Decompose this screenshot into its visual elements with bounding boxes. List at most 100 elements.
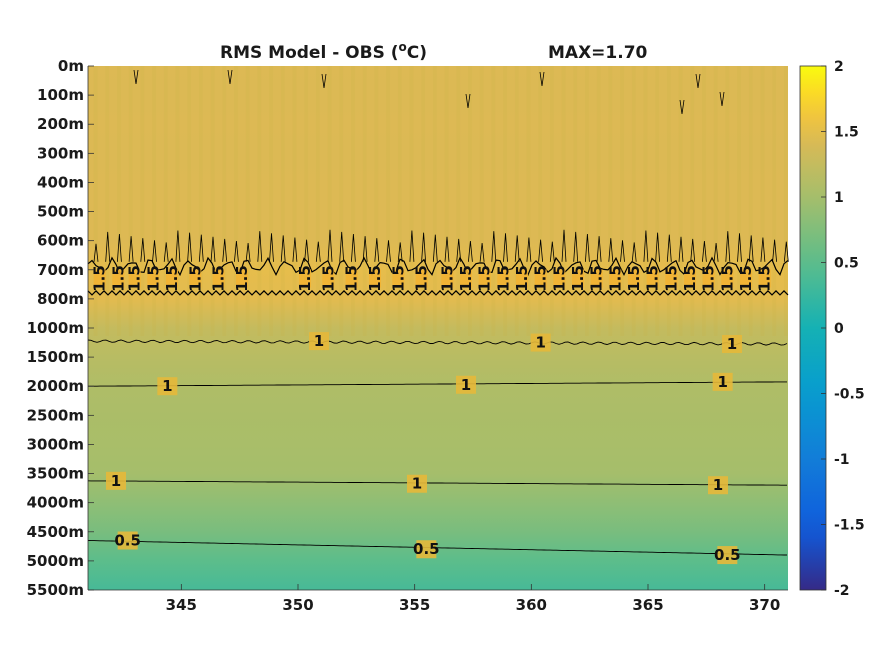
contour-label-bg [684,269,696,288]
y-axis: 0m 100m 200m 300m 400m 500m 600m 700m 800m 1000m 1… [27,57,94,599]
contour-label-bg [166,269,178,288]
contour-label: 1.5 [569,265,587,292]
y-tick-label: 800m [37,290,84,308]
x-tick-label: 365 [632,596,663,614]
contour-line-1 [88,381,787,387]
contour-line-1p5 [643,230,649,262]
contour-line-1p5 [655,232,660,262]
contour-label-bg [106,471,126,490]
contour-line-1p5 [257,231,263,262]
contour-label: 1.5 [389,265,407,292]
contour-label: 1.5 [513,265,531,292]
contour-line-1p5 [351,233,356,262]
x-tick-label: 370 [749,596,780,614]
contour-label-bg [590,269,603,288]
contour-label-bg [497,269,510,288]
y-tick-label: 400m [37,173,84,191]
contour-label: 1.5 [233,265,251,292]
colorbar-tick-label: 2 [834,59,844,75]
contour-line-1p5 [561,229,567,262]
y-tick-label: 3000m [27,435,84,453]
contour-label: 1.5 [756,265,774,292]
contour-line-1p5 [514,235,520,262]
contour-label-bg [721,269,734,288]
contour-line-1p5 [152,240,157,262]
chart-title-unit: C) [407,43,427,63]
contour-label-bg [628,269,640,288]
chart-title-main: RMS Model - OBS ( [220,43,399,63]
colorbar-tick-label: -2 [834,583,850,599]
contour-label-bg [702,269,715,288]
contour-label: 1 [412,475,422,493]
contour-line-1p5 [772,239,777,262]
chart-title-unit-sup: o [399,40,407,54]
contour-line-1p5 [128,236,134,262]
contour-label: 1.5 [413,265,431,292]
contour-label-bg [345,269,358,288]
contour-label: 1.5 [319,265,337,292]
contour-line-1p5 [140,238,146,262]
contour-line-1p5 [269,233,274,262]
contour-line-1p5 [719,91,725,107]
colorbar-tick-label: -0.5 [834,387,865,403]
y-tick-label: 4500m [27,523,84,541]
contour-line-1p5 [465,93,471,109]
contour-line-1p5 [87,256,789,277]
contour-line-1p5 [748,235,754,262]
contour-label: 1 [111,472,121,490]
x-tick-label: 345 [166,596,197,614]
colorbar-tick-label: -1 [834,452,850,468]
contour-label-bg [722,335,742,354]
y-tick-label: 2000m [27,377,84,395]
contour-line-1p5 [234,240,239,262]
y-tick-label: 500m [37,203,84,221]
colorbar: 2 1.5 1 0.5 0 -0.5 -1 -1.5 -2 [799,59,865,599]
contour-label-bg [530,333,551,352]
contour-line-1p5 [456,238,462,262]
y-tick-label: 1000m [27,319,84,337]
contour-label-bg [478,269,491,288]
contour-label-bg [189,269,202,288]
contour-labels: 1.5 1.51.5 1.5 1.5 1.5 1.5 1.5 1.5 1.5 1.5 1.5 1.5 1… [91,265,774,565]
chart-title: RMS Model - OBS (oC) [220,40,427,63]
y-tick-label: 100m [37,86,84,104]
contour-line-1p5 [292,237,298,262]
contour-line-1p5 [538,239,543,262]
x-tick-label: 360 [516,596,547,614]
contour-label-bg [456,375,476,394]
contour-line-1p5 [421,232,426,262]
contour-label-bg [717,546,738,565]
colorbar-tick-label: 0 [834,321,844,337]
y-tick-label: 5000m [27,552,84,570]
contour-line-1p5 [702,240,707,262]
contour-line-1p5 [713,243,719,262]
colorbar-ticks: 2 1.5 1 0.5 0 -0.5 -1 -1.5 -2 [821,59,865,599]
contour-line-1p5 [737,233,742,262]
contour-line-1p5 [695,73,701,89]
contour-label-bg [416,540,437,559]
contour-line-1p5 [468,240,473,262]
colorbar-tick-label: 1.5 [834,125,859,141]
contour-label: 1.5 [644,265,662,292]
y-tick-label: 2500m [27,406,84,424]
contour-line-1p5 [386,240,391,262]
contour-line-1p5 [409,230,415,262]
contour-line-1p5 [362,236,368,262]
contour-label-bg [212,269,225,288]
contour-line-1 [87,339,788,346]
contour-line-1p5 [133,69,139,85]
contour-lines [87,69,789,556]
contour-label: 1.5 [163,265,181,292]
contour-line-1p5 [163,242,169,262]
contour-label: 1.5 [625,265,643,292]
contour-label: 1 [717,373,727,391]
contour-line-1p5 [327,229,333,262]
colorbar-tick-label: 1 [834,190,844,206]
contour-line-1p5 [93,243,99,262]
contour-line-1p5 [222,238,228,262]
contour-label: 0.5 [114,532,141,550]
contour-line-1p5 [725,231,731,262]
y-tick-label: 300m [37,144,84,162]
contour-line-1p5 [503,233,508,262]
